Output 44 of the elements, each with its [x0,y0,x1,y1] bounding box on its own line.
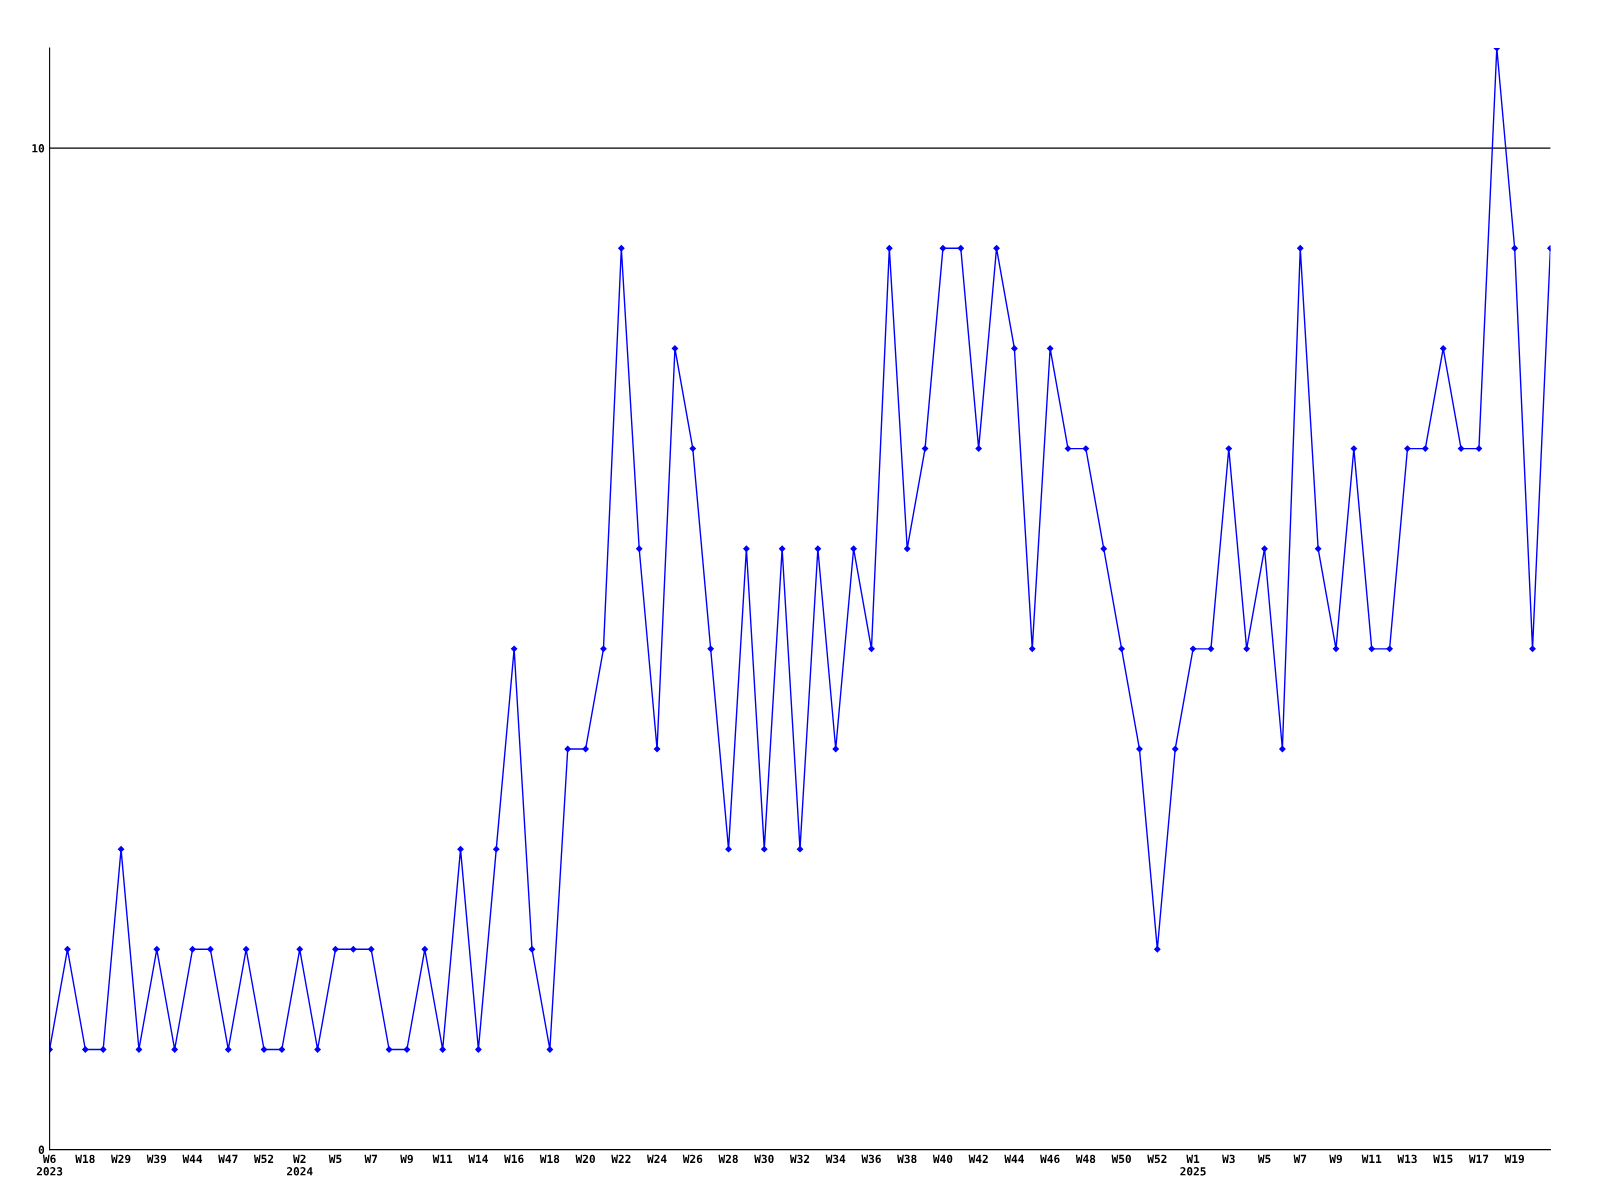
x-tick-label: W22 [611,1154,631,1163]
x-tick-label: W16 [504,1154,524,1164]
x-tick-label: W47 [218,1154,238,1163]
y-tick-label: 10 [32,144,45,153]
x-tick-label: W20 [575,1154,595,1164]
x-tick-label: W48 [1075,1154,1096,1164]
x-tick-label: W24 [647,1154,667,1163]
x-tick-label: W32 [789,1154,810,1164]
x-tick-label: W46 [1040,1154,1060,1164]
x-tick-label: W30 [754,1154,774,1164]
x-tick-label: W50 [1111,1154,1131,1164]
x-tick-label: W14 [468,1154,488,1163]
x-tick-label: W1 2025 [1180,1154,1206,1176]
x-tick-label: W17 [1468,1154,1489,1163]
x-tick-label: W28 [718,1154,738,1164]
x-tick-label: W15 [1433,1154,1453,1164]
x-tick-label: W52 [253,1154,274,1164]
x-tick-label: W7 [1293,1154,1307,1163]
x-tick-label: W11 [432,1154,453,1163]
x-tick-label: W18 [539,1154,560,1164]
x-tick-label: W34 [825,1154,846,1164]
x-tick-label: W40 [932,1154,953,1164]
x-tick-label: W7 [364,1154,378,1163]
x-tick-label: W18 [75,1154,95,1164]
x-tick-label: W2 2024 [286,1154,313,1176]
x-tick-label: W19 [1504,1154,1524,1164]
x-tick-label: W36 [861,1154,881,1164]
x-tick-label: W26 [682,1154,703,1164]
x-tick-label: W5 [328,1154,342,1164]
y-tick-label: 0 [38,1145,45,1154]
x-tick-label: W42 [968,1154,988,1163]
x-tick-label: W5 [1257,1154,1271,1164]
x-tick-label: W9 [1329,1154,1342,1164]
x-tick-label: W38 [897,1154,917,1164]
x-tick-label: W52 [1147,1154,1167,1164]
x-tick-label: W44 [182,1154,203,1163]
x-tick-label: W6 2023 [36,1154,63,1176]
x-tick-label: W11 [1361,1154,1382,1163]
x-tick-label: W29 [111,1154,131,1164]
x-tick-label: W44 [1004,1154,1024,1163]
x-tick-label: W13 [1397,1154,1417,1164]
x-tick-label: W39 [146,1154,167,1164]
x-tick-label: W3 [1222,1154,1235,1164]
x-tick-label: W9 [400,1154,413,1164]
